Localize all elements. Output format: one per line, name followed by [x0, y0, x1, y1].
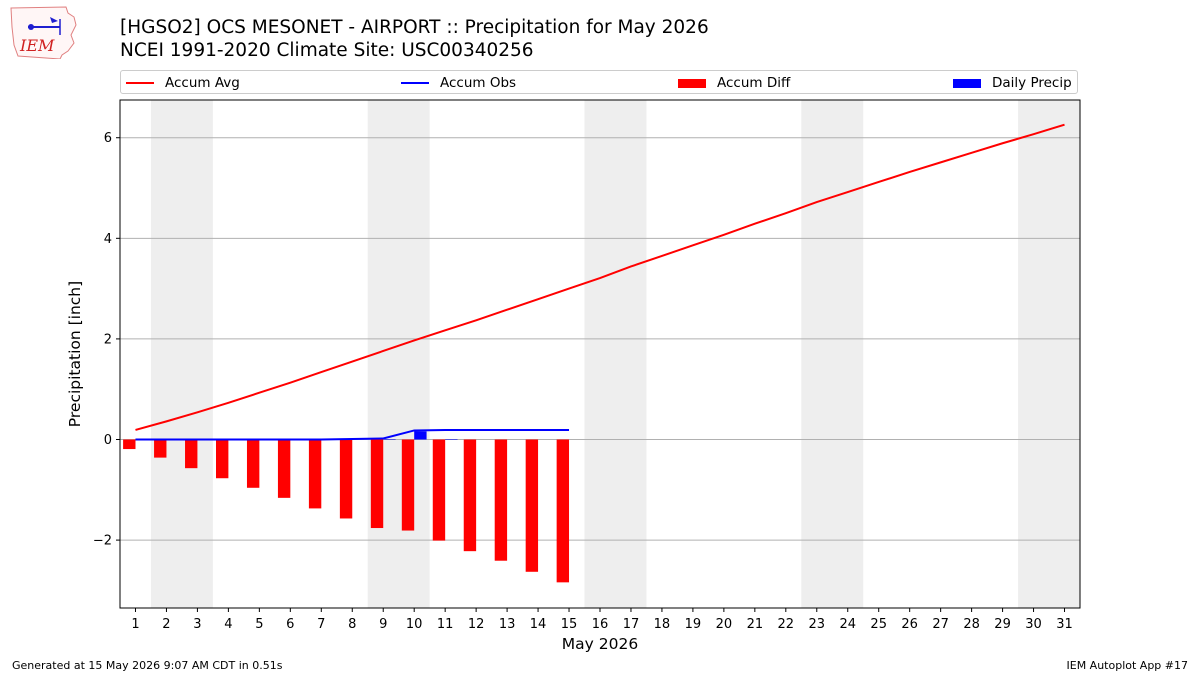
- x-tick-label: 15: [561, 617, 578, 632]
- accum-diff-bar: [216, 439, 229, 479]
- x-tick-label: 31: [1056, 617, 1073, 632]
- app-credit: IEM Autoplot App #17: [1066, 659, 1189, 672]
- iem-logo-text: IEM: [19, 36, 55, 55]
- accum-diff-bar: [556, 439, 570, 583]
- x-axis-ticks: 1 2 3 4 5 6 7 8 9 10 11 12 13 14 15 16 17 18 19 20 21 22 23 24 2…: [131, 608, 1073, 632]
- x-tick-label: 11: [437, 617, 454, 632]
- legend-item-accum-avg: Accum Avg: [126, 74, 240, 92]
- weekend-band: [1018, 100, 1080, 608]
- x-tick-label: 9: [379, 617, 387, 632]
- daily-precip-bar: [445, 439, 458, 440]
- accum-diff-bar: [185, 439, 198, 469]
- x-tick-label: 2: [162, 617, 170, 632]
- x-tick-label: 10: [406, 617, 423, 632]
- accum-avg-line: [135, 123, 1065, 431]
- x-tick-label: 19: [685, 617, 702, 632]
- accum-diff-bar: [154, 439, 167, 458]
- x-tick-label: 14: [530, 617, 547, 632]
- y-tick-label: 6: [104, 131, 112, 146]
- y-gridlines: [120, 137, 1080, 541]
- y-tick-label: 0: [104, 433, 112, 448]
- legend-label: Accum Obs: [440, 75, 517, 91]
- daily-precip-bar: [383, 439, 396, 440]
- x-tick-label: 23: [809, 617, 826, 632]
- x-tick-label: 3: [193, 617, 201, 632]
- weekend-band: [150, 100, 213, 608]
- accum-diff-bar: [339, 439, 353, 519]
- x-tick-label: 17: [623, 617, 640, 632]
- x-tick-label: 5: [255, 617, 263, 632]
- x-tick-label: 21: [747, 617, 764, 632]
- x-tick-label: 16: [592, 617, 609, 632]
- chart-legend: Accum Avg Accum Obs Accum Diff Daily Pre…: [120, 70, 1078, 94]
- x-tick-label: 1: [131, 617, 139, 632]
- legend-swatch: [678, 78, 706, 88]
- legend-label: Accum Avg: [165, 75, 240, 91]
- x-tick-label: 13: [499, 617, 516, 632]
- legend-swatch: [953, 78, 981, 88]
- accum-diff-bar: [370, 439, 384, 529]
- bar-marks: [123, 431, 570, 583]
- x-tick-label: 20: [716, 617, 733, 632]
- x-tick-label: 4: [224, 617, 232, 632]
- accum-diff-bar: [277, 439, 291, 498]
- legend-label: Daily Precip: [992, 75, 1072, 91]
- x-tick-label: 29: [994, 617, 1011, 632]
- y-axis-label: Precipitation [inch]: [66, 281, 84, 427]
- legend-item-accum-diff: Accum Diff: [678, 74, 790, 92]
- accum-diff-bar: [308, 439, 322, 509]
- accum-diff-bar: [401, 439, 415, 531]
- x-tick-label: 22: [778, 617, 795, 632]
- legend-label: Accum Diff: [717, 75, 791, 91]
- x-tick-label: 24: [839, 617, 856, 632]
- accum-diff-bar: [246, 439, 260, 488]
- accum-diff-bar: [123, 439, 136, 450]
- x-tick-label: 25: [870, 617, 887, 632]
- legend-item-daily-precip: Daily Precip: [953, 74, 1072, 92]
- x-tick-label: 18: [654, 617, 671, 632]
- x-tick-label: 28: [963, 617, 980, 632]
- chart-title: [HGSO2] OCS MESONET - AIRPORT :: Precipi…: [120, 17, 709, 38]
- line-series: [135, 123, 1065, 441]
- accum-diff-bar: [463, 439, 477, 552]
- weekend-band: [801, 100, 864, 608]
- iem-logo: IEM: [10, 6, 77, 59]
- x-tick-label: 7: [317, 617, 325, 632]
- y-tick-label: 4: [104, 232, 112, 247]
- legend-item-accum-obs: Accum Obs: [401, 74, 516, 92]
- accum-diff-bar: [432, 439, 446, 541]
- x-tick-label: 6: [286, 617, 294, 632]
- x-tick-label: 26: [901, 617, 918, 632]
- accum-diff-bar: [525, 439, 539, 572]
- accum-obs-line: [135, 428, 570, 441]
- x-tick-label: 12: [468, 617, 485, 632]
- x-tick-label: 8: [348, 617, 356, 632]
- daily-precip-bar: [414, 431, 427, 440]
- weekend-band: [584, 100, 647, 608]
- accum-diff-bar: [494, 439, 508, 561]
- legend-swatch: [126, 82, 154, 84]
- x-tick-label: 27: [932, 617, 949, 632]
- legend-swatch: [401, 82, 429, 84]
- y-tick-label: 2: [104, 332, 112, 347]
- weekend-bands: [150, 100, 1080, 608]
- chart-subtitle: NCEI 1991-2020 Climate Site: USC00340256: [120, 40, 534, 61]
- x-tick-label: 30: [1025, 617, 1042, 632]
- generated-timestamp: Generated at 15 May 2026 9:07 AM CDT in …: [12, 659, 283, 672]
- x-axis-label: May 2026: [562, 635, 638, 653]
- y-axis-ticks: −2 0 2 4 6: [93, 131, 120, 549]
- y-tick-label: −2: [93, 534, 112, 549]
